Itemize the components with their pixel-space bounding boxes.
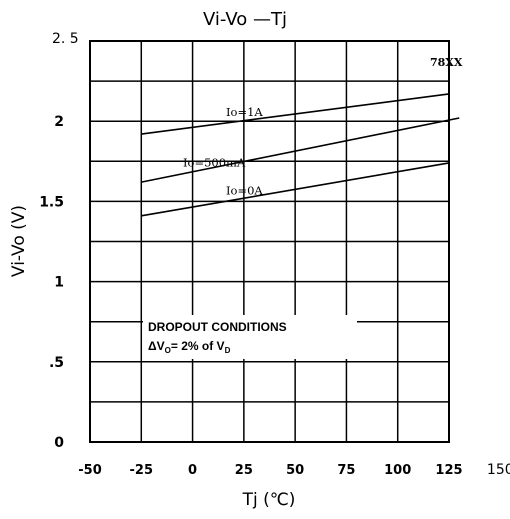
x-tick-label: -25 xyxy=(130,463,154,478)
plot-frame xyxy=(89,40,450,443)
x-tick-label: 75 xyxy=(337,463,355,478)
y-tick-label: 2 xyxy=(54,114,64,130)
series-group xyxy=(141,93,460,217)
x-tick-label: 0 xyxy=(188,463,197,478)
dropout-conditions-title: DROPOUT CONDITIONS xyxy=(148,320,287,334)
x-tick-label: 125 xyxy=(435,463,462,478)
x-tick-label: 25 xyxy=(235,463,253,478)
series-line-1 xyxy=(141,93,450,135)
x-axis-label: Tj (℃) xyxy=(242,490,296,510)
y-tick-labels: 0 .5 1 1.5 2 2. 5 xyxy=(39,31,79,451)
x-tick-label: 50 xyxy=(286,463,304,478)
series-label-group: Io=1A Io=500mA Io=0A xyxy=(183,105,263,197)
dropout-conditions-formula: ΔVO= 2% of VD xyxy=(148,339,231,355)
x-tick-labels: -50-250255075100125150175 xyxy=(78,462,510,478)
y-tick-label: .5 xyxy=(49,355,64,371)
series-label-3: Io=0A xyxy=(226,183,263,197)
part-number-label: 78XX xyxy=(430,56,463,69)
series-line-2 xyxy=(141,117,460,183)
series-line-3 xyxy=(141,162,450,217)
series-label-2: Io=500mA xyxy=(183,156,246,170)
series-label-1: Io=1A xyxy=(226,105,263,119)
y-tick-label: 1 xyxy=(54,275,64,291)
plot-grid xyxy=(90,41,449,442)
y-axis-label: Vi-Vo (V) xyxy=(9,205,29,277)
chart-title: Vi-Vo —Tj xyxy=(203,9,287,30)
x-tick-label: 150 xyxy=(487,462,510,478)
y-tick-label: 0 xyxy=(54,435,64,451)
dropout-conditions-box xyxy=(143,315,357,359)
x-tick-label: 100 xyxy=(384,463,411,478)
y-tick-label: 1.5 xyxy=(39,194,64,210)
y-tick-label: 2. 5 xyxy=(52,31,79,47)
x-tick-label: -50 xyxy=(78,463,102,478)
